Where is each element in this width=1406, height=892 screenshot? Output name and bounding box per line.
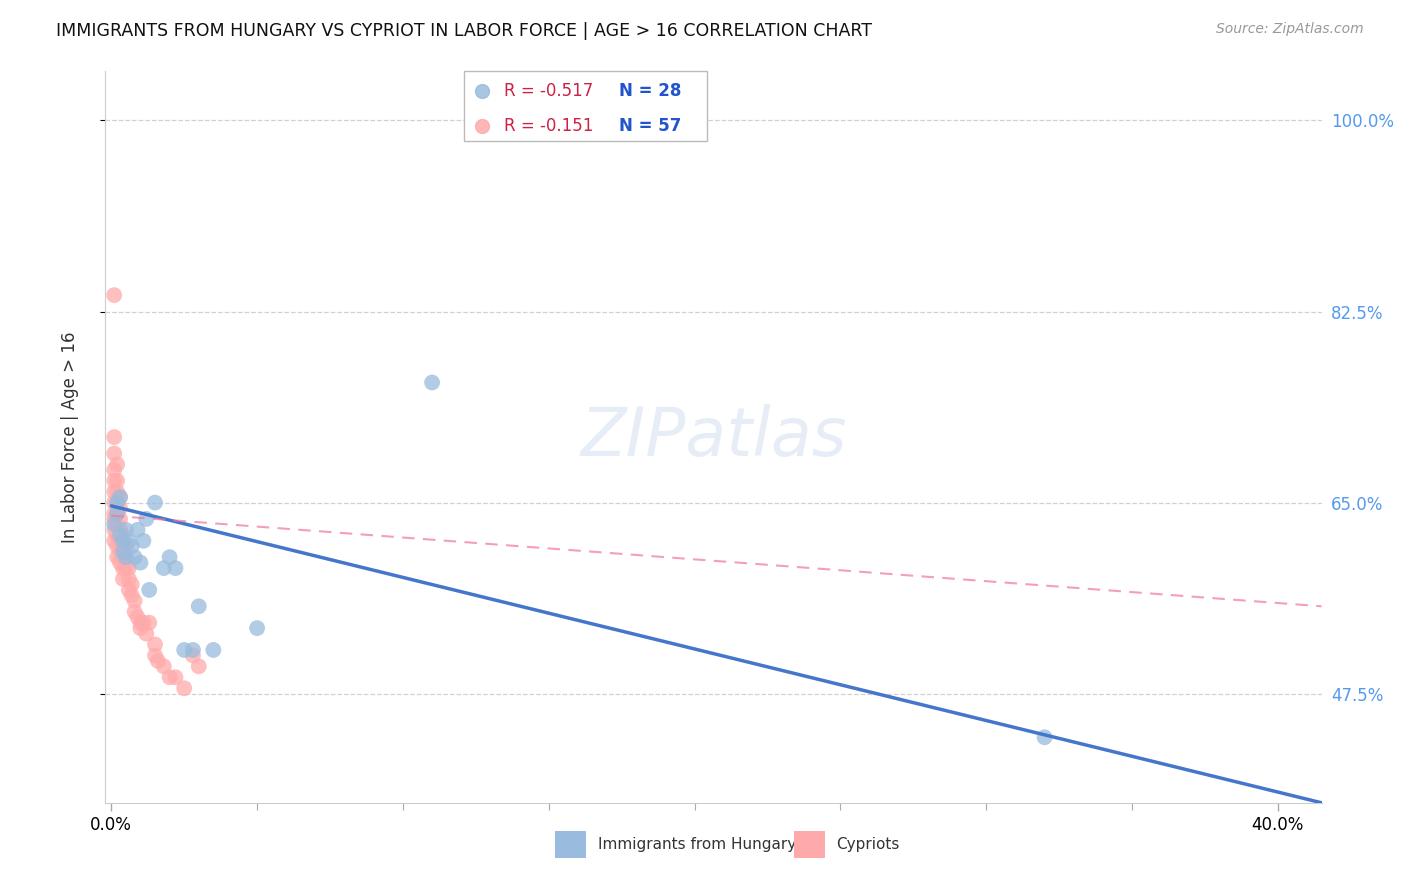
Point <box>187 659 209 673</box>
Point <box>108 556 131 570</box>
Point <box>138 582 160 597</box>
Point <box>115 539 138 553</box>
Point <box>132 533 155 548</box>
Point <box>165 670 187 684</box>
Text: Cypriots: Cypriots <box>837 838 900 852</box>
Point <box>135 512 157 526</box>
Point <box>111 572 134 586</box>
Point <box>121 577 143 591</box>
Point <box>1033 731 1056 745</box>
FancyBboxPatch shape <box>464 71 707 141</box>
Point <box>118 561 141 575</box>
Point <box>115 550 138 565</box>
Y-axis label: In Labor Force | Age > 16: In Labor Force | Age > 16 <box>60 331 79 543</box>
Point <box>115 523 138 537</box>
Point <box>108 533 131 548</box>
Point <box>187 599 209 614</box>
Point <box>103 512 125 526</box>
Point <box>132 615 155 630</box>
Point <box>181 648 204 663</box>
Text: R = -0.517: R = -0.517 <box>505 82 593 100</box>
Point <box>105 517 128 532</box>
Point <box>127 523 149 537</box>
Point <box>121 588 143 602</box>
Point <box>165 561 187 575</box>
Point <box>111 561 134 575</box>
Point <box>103 533 125 548</box>
Point <box>152 659 174 673</box>
Text: R = -0.151: R = -0.151 <box>505 117 593 135</box>
Point <box>111 539 134 553</box>
Point <box>108 523 131 537</box>
Point <box>121 539 143 553</box>
Point <box>103 430 125 444</box>
Point <box>115 550 138 565</box>
Point <box>108 490 131 504</box>
Point <box>115 561 138 575</box>
Text: ZIPatlas: ZIPatlas <box>581 404 846 470</box>
Point <box>124 550 146 565</box>
Point <box>105 458 128 472</box>
Point <box>152 561 174 575</box>
Point <box>135 626 157 640</box>
Point <box>111 545 134 559</box>
Point <box>105 507 128 521</box>
Point <box>111 550 134 565</box>
Point <box>118 582 141 597</box>
Point <box>129 615 152 630</box>
Text: Immigrants from Hungary: Immigrants from Hungary <box>598 838 796 852</box>
Point <box>105 507 128 521</box>
Text: Source: ZipAtlas.com: Source: ZipAtlas.com <box>1216 22 1364 37</box>
Point <box>181 643 204 657</box>
Point <box>105 474 128 488</box>
Point <box>143 648 166 663</box>
Point <box>118 533 141 548</box>
Point <box>103 523 125 537</box>
Point <box>108 501 131 516</box>
Point <box>118 572 141 586</box>
Point <box>103 288 125 302</box>
Point <box>173 681 195 695</box>
Point <box>202 643 225 657</box>
Point <box>103 484 125 499</box>
Point <box>103 446 125 460</box>
Point <box>105 484 128 499</box>
Point <box>138 615 160 630</box>
Point <box>420 376 443 390</box>
Point <box>103 507 125 521</box>
Point <box>105 539 128 553</box>
Point <box>111 528 134 542</box>
Point <box>103 495 125 509</box>
Point <box>108 512 131 526</box>
Point <box>103 474 125 488</box>
Point <box>124 605 146 619</box>
Point <box>127 610 149 624</box>
Text: IMMIGRANTS FROM HUNGARY VS CYPRIOT IN LABOR FORCE | AGE > 16 CORRELATION CHART: IMMIGRANTS FROM HUNGARY VS CYPRIOT IN LA… <box>56 22 872 40</box>
Point <box>246 621 269 635</box>
Point <box>124 594 146 608</box>
Point <box>103 517 125 532</box>
Point <box>146 654 169 668</box>
Point <box>105 550 128 565</box>
Point <box>143 638 166 652</box>
Point <box>129 621 152 635</box>
Point <box>105 495 128 509</box>
Point <box>108 528 131 542</box>
Point <box>143 495 166 509</box>
Point <box>173 643 195 657</box>
Point <box>105 528 128 542</box>
Point <box>103 463 125 477</box>
Point <box>108 545 131 559</box>
Point <box>105 495 128 509</box>
Point <box>111 533 134 548</box>
Point <box>129 556 152 570</box>
Text: N = 28: N = 28 <box>619 82 681 100</box>
Point <box>159 670 181 684</box>
Text: N = 57: N = 57 <box>619 117 681 135</box>
Point <box>108 490 131 504</box>
Point <box>159 550 181 565</box>
